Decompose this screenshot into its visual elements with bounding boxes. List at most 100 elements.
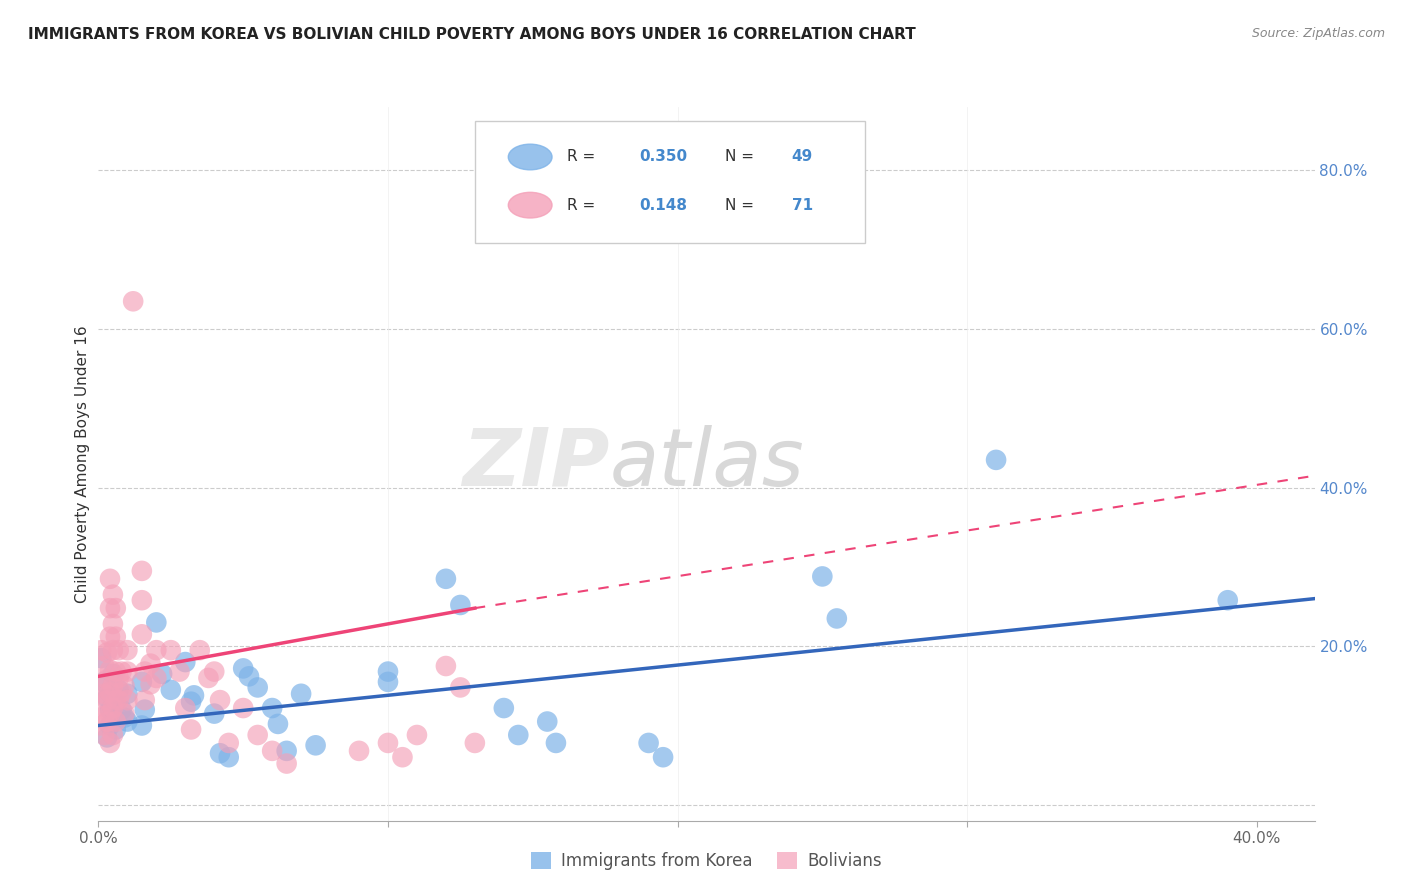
Legend: Immigrants from Korea, Bolivians: Immigrants from Korea, Bolivians	[524, 845, 889, 877]
Point	[107, 671, 129, 685]
Point	[101, 706, 124, 721]
Point	[98, 630, 121, 644]
Point	[492, 701, 515, 715]
Text: Source: ZipAtlas.com: Source: ZipAtlas.com	[1251, 27, 1385, 40]
Point	[117, 693, 139, 707]
Point	[434, 659, 457, 673]
Point	[391, 750, 413, 764]
Point	[93, 674, 115, 689]
Text: R =: R =	[567, 150, 595, 164]
Point	[104, 695, 127, 709]
Point	[1216, 593, 1239, 607]
Point	[96, 714, 118, 729]
Point	[174, 701, 197, 715]
Point	[139, 657, 162, 671]
Point	[96, 646, 118, 660]
Point	[93, 728, 115, 742]
Point	[107, 643, 129, 657]
Point	[449, 681, 471, 695]
Point	[262, 744, 284, 758]
Point	[114, 679, 136, 693]
Point	[110, 703, 132, 717]
Point	[117, 687, 139, 701]
Point	[304, 739, 326, 753]
Text: IMMIGRANTS FROM KOREA VS BOLIVIAN CHILD POVERTY AMONG BOYS UNDER 16 CORRELATION : IMMIGRANTS FROM KOREA VS BOLIVIAN CHILD …	[28, 27, 915, 42]
Point	[267, 717, 290, 731]
Point	[150, 667, 173, 681]
Point	[159, 682, 181, 697]
Point	[107, 682, 129, 697]
Point	[218, 750, 240, 764]
Text: ZIP: ZIP	[461, 425, 609, 503]
Point	[90, 651, 112, 665]
Point	[98, 663, 121, 677]
Point	[406, 728, 429, 742]
Point	[93, 659, 115, 673]
Point	[246, 681, 269, 695]
Point	[145, 671, 167, 685]
Point	[104, 714, 127, 729]
Point	[98, 572, 121, 586]
Point	[544, 736, 567, 750]
Point	[202, 706, 225, 721]
Point	[238, 669, 260, 683]
Point	[652, 750, 675, 764]
Point	[90, 679, 112, 693]
Point	[984, 453, 1007, 467]
Point	[96, 673, 118, 687]
Point	[508, 728, 530, 742]
Point	[134, 703, 156, 717]
Point	[96, 690, 118, 705]
Point	[377, 674, 399, 689]
Point	[101, 643, 124, 657]
Point	[536, 714, 558, 729]
Point	[377, 665, 399, 679]
Point	[101, 728, 124, 742]
Point	[104, 601, 127, 615]
Text: N =: N =	[724, 198, 754, 212]
Text: 0.350: 0.350	[640, 150, 688, 164]
Point	[145, 615, 167, 630]
Point	[449, 598, 471, 612]
Point	[104, 665, 127, 679]
Y-axis label: Child Poverty Among Boys Under 16: Child Poverty Among Boys Under 16	[75, 325, 90, 603]
Point	[197, 671, 219, 685]
Point	[209, 693, 232, 707]
Point	[98, 601, 121, 615]
Point	[434, 572, 457, 586]
Point	[104, 723, 127, 737]
Point	[134, 693, 156, 707]
Point	[131, 627, 153, 641]
Point	[159, 643, 181, 657]
FancyBboxPatch shape	[475, 121, 865, 243]
Point	[246, 728, 269, 742]
Point	[377, 736, 399, 750]
Point	[131, 564, 153, 578]
Text: 0.148: 0.148	[640, 198, 688, 212]
Point	[637, 736, 659, 750]
Point	[98, 703, 121, 717]
Point	[145, 643, 167, 657]
Text: atlas: atlas	[609, 425, 804, 503]
Point	[276, 756, 298, 771]
Text: R =: R =	[567, 198, 595, 212]
Point	[104, 630, 127, 644]
Text: 49: 49	[792, 150, 813, 164]
Point	[96, 731, 118, 745]
Point	[209, 746, 232, 760]
Point	[811, 569, 834, 583]
Point	[290, 687, 312, 701]
Point	[101, 667, 124, 681]
Point	[101, 679, 124, 693]
Point	[202, 665, 225, 679]
Point	[96, 693, 118, 707]
Point	[98, 706, 121, 721]
Point	[90, 698, 112, 713]
Point	[134, 665, 156, 679]
Point	[139, 677, 162, 691]
Point	[180, 695, 202, 709]
Point	[262, 701, 284, 715]
Point	[101, 588, 124, 602]
Point	[110, 685, 132, 699]
Point	[107, 693, 129, 707]
